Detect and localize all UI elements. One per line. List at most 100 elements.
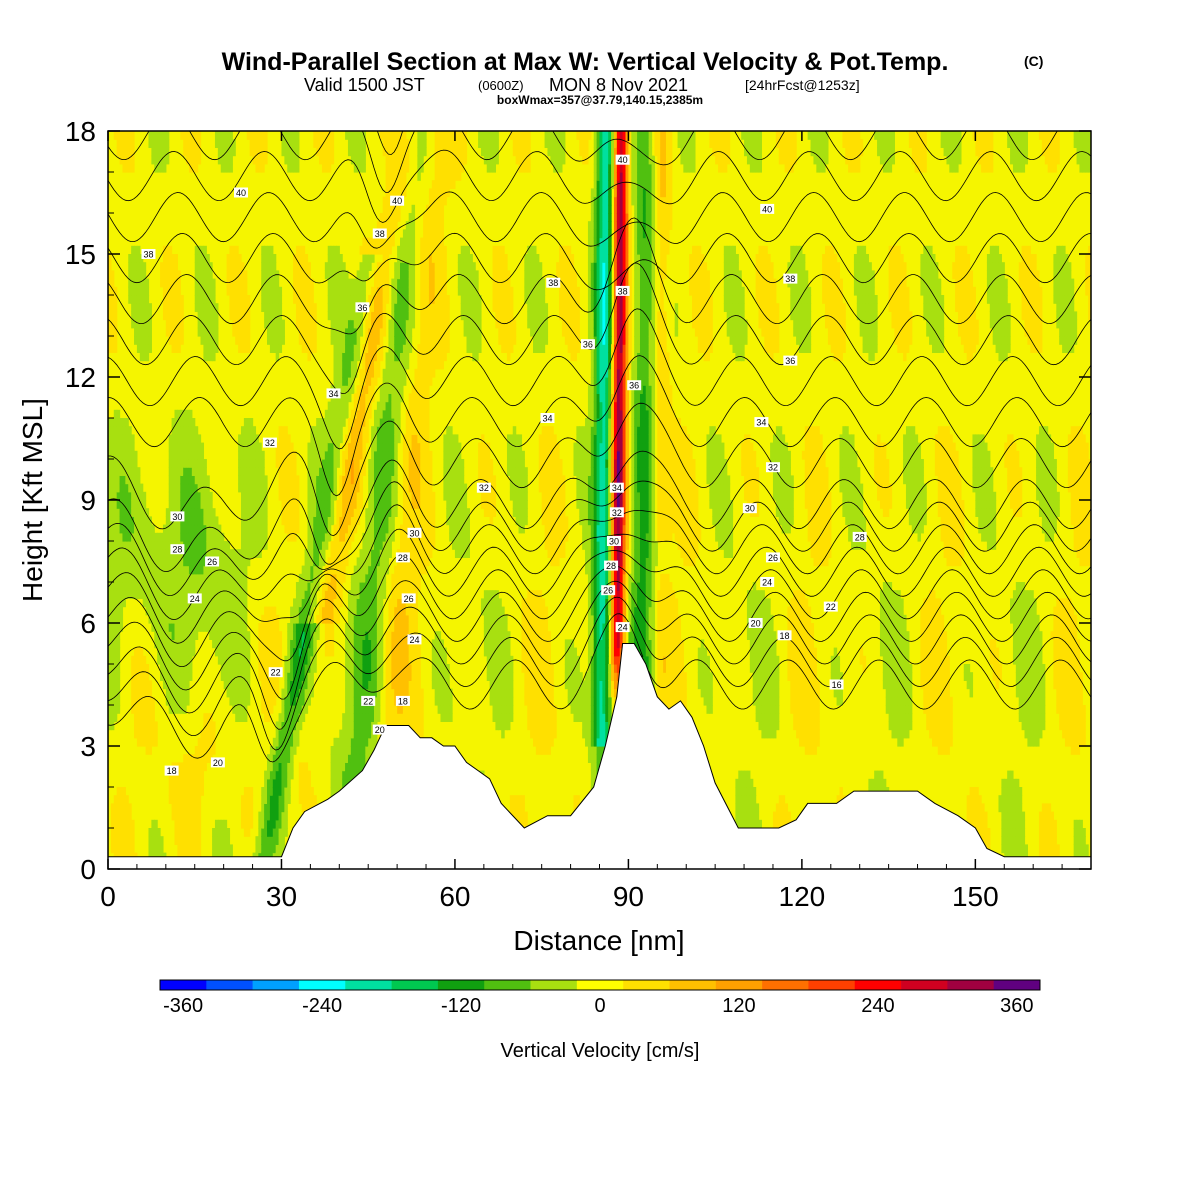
vv-cell <box>371 360 375 370</box>
vv-cell <box>212 311 216 321</box>
vv-cell <box>333 352 337 362</box>
vv-cell <box>243 549 248 558</box>
vv-cell <box>226 163 231 173</box>
vv-cell <box>324 573 329 583</box>
vv-cell <box>125 836 129 845</box>
vv-cell <box>336 303 340 312</box>
vv-cell <box>134 655 138 665</box>
vv-cell <box>321 442 326 452</box>
vv-cell <box>365 705 369 714</box>
vv-cell <box>194 500 199 509</box>
vv-cell <box>385 368 390 378</box>
vv-cell <box>165 286 170 296</box>
vv-cell <box>136 336 141 345</box>
vv-cell <box>240 467 245 476</box>
vv-cell <box>313 532 317 542</box>
vv-cell <box>180 590 184 599</box>
vv-cell <box>186 483 190 493</box>
vv-cell <box>148 713 152 722</box>
vv-cell <box>350 131 355 140</box>
vv-cell <box>342 377 346 386</box>
vv-cell <box>191 844 196 854</box>
vv-cell <box>186 147 190 157</box>
vv-cell <box>139 573 144 583</box>
vv-cell <box>220 655 225 665</box>
vv-cell <box>376 475 381 485</box>
vv-cell <box>110 582 115 591</box>
vv-cell <box>246 442 251 452</box>
vv-cell <box>376 319 381 329</box>
vv-cell <box>110 270 115 280</box>
vv-cell <box>365 655 369 665</box>
vv-cell <box>139 508 144 517</box>
vv-cell <box>353 655 358 665</box>
vv-cell <box>336 409 340 419</box>
vv-cell <box>373 270 378 280</box>
vv-cell <box>313 647 317 657</box>
vv-cell <box>287 450 291 460</box>
vv-cell <box>281 508 285 517</box>
vv-cell <box>177 778 181 788</box>
vv-cell <box>223 565 228 575</box>
vv-cell <box>180 459 184 468</box>
vv-cell <box>376 311 381 321</box>
vv-cell <box>356 131 361 140</box>
vv-cell <box>287 696 291 706</box>
vv-cell <box>108 647 112 657</box>
vv-cell <box>232 639 236 649</box>
vv-cell <box>356 582 361 591</box>
vv-cell <box>275 795 280 804</box>
vv-cell <box>136 524 141 534</box>
vv-cell <box>324 270 329 280</box>
vv-cell <box>119 795 124 804</box>
vv-cell <box>333 442 337 452</box>
vv-cell <box>267 836 271 845</box>
vv-cell <box>400 614 404 624</box>
vv-cell <box>353 565 358 575</box>
vv-cell <box>310 532 314 542</box>
vv-cell <box>365 426 369 435</box>
vv-cell <box>359 590 364 599</box>
vv-cell <box>347 278 352 288</box>
vv-cell <box>136 475 141 485</box>
vv-cell <box>373 524 378 534</box>
vv-cell <box>313 459 317 468</box>
vv-cell <box>316 434 320 444</box>
vv-cell <box>162 606 167 616</box>
vv-cell <box>304 770 309 780</box>
vv-cell <box>319 450 323 460</box>
vv-cell <box>347 131 352 140</box>
vv-cell <box>347 705 352 714</box>
vv-cell <box>261 262 265 271</box>
vv-cell <box>188 606 193 616</box>
vv-cell <box>108 491 112 501</box>
vv-cell <box>171 500 176 509</box>
vv-cell <box>373 434 378 444</box>
vv-cell <box>264 713 268 722</box>
vv-cell <box>388 680 392 690</box>
vv-cell <box>281 721 285 731</box>
vv-cell <box>136 516 141 526</box>
vv-cell <box>212 746 216 755</box>
vv-cell <box>376 672 381 681</box>
vv-cell <box>110 336 115 345</box>
vv-cell <box>209 516 213 526</box>
vv-cell <box>209 614 213 624</box>
vv-cell <box>365 713 369 722</box>
vv-cell <box>350 442 355 452</box>
vv-cell <box>293 270 297 280</box>
vv-cell <box>368 631 372 640</box>
vv-cell <box>353 286 358 296</box>
vv-cell <box>243 286 248 296</box>
vv-cell <box>316 541 320 550</box>
vv-cell <box>203 746 207 755</box>
vv-cell <box>209 721 213 731</box>
vv-cell <box>402 147 407 157</box>
vv-cell <box>194 491 199 501</box>
vv-cell <box>122 450 126 460</box>
vv-cell <box>310 623 314 632</box>
vv-cell <box>232 598 236 608</box>
vv-cell <box>243 327 248 337</box>
vv-cell <box>356 631 361 640</box>
vv-cell <box>171 311 176 321</box>
